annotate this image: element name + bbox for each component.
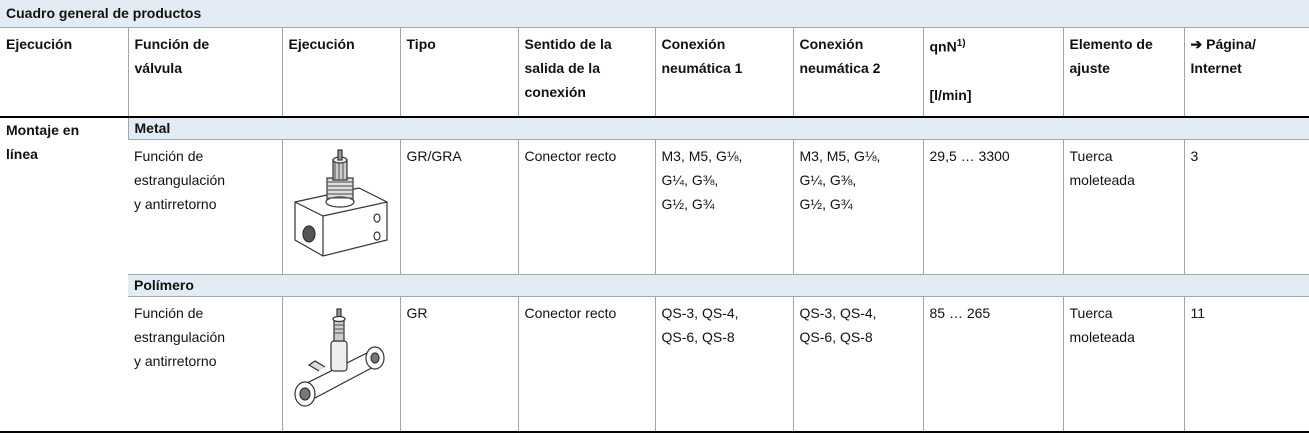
mounting-cell: Montaje en línea xyxy=(0,117,128,433)
text-line: estrangulación xyxy=(134,329,226,345)
header-cell: qnN1) [l/min] xyxy=(922,27,1063,118)
data-cell: 85 … 265 xyxy=(922,296,1063,433)
data-cell: Tuerca moleteada xyxy=(1062,139,1184,275)
header-cell: Conexión neumática 1 xyxy=(654,27,793,118)
header-cell: Ejecución xyxy=(281,27,400,118)
valve-image xyxy=(293,308,385,407)
text-line: línea xyxy=(6,146,38,162)
data-row: Función de estrangulación y antirretorno G… xyxy=(0,296,1309,433)
text-line: Montaje en xyxy=(6,122,80,138)
data-cell: GR xyxy=(399,296,518,433)
cell-text: GR xyxy=(406,305,428,321)
footnote-mark: 1) xyxy=(956,38,966,49)
text-line: QS-3, QS-4, xyxy=(661,305,739,321)
text-line: neumática 2 xyxy=(799,60,881,76)
product-overview-table: Cuadro general de productos Ejecución Fu… xyxy=(0,0,1309,433)
header-text: qnN xyxy=(929,38,957,55)
valve-image xyxy=(293,149,388,257)
data-cell: M3, M5, G⅛, G¼, G⅜, G½, G¾ xyxy=(792,139,923,275)
text-line: conexión xyxy=(524,84,586,100)
data-cell: Función de estrangulación y antirretorno xyxy=(128,296,282,433)
cell-text: Conector recto xyxy=(524,148,617,164)
text-line: ajuste xyxy=(1069,60,1110,76)
text-line: M3, M5, G⅛, xyxy=(799,148,881,164)
data-cell: Función de estrangulación y antirretorno xyxy=(128,139,282,275)
cell-text: 3 xyxy=(1190,148,1199,164)
data-cell: 29,5 … 3300 xyxy=(922,139,1063,275)
group-name: Polímero xyxy=(128,274,1309,297)
text-line: ➔ Página/ xyxy=(1190,36,1256,52)
text-line: Conexión xyxy=(661,36,726,52)
text-line: moleteada xyxy=(1069,329,1135,345)
data-cell: QS-3, QS-4, QS-6, QS-8 xyxy=(654,296,793,433)
text-line: neumática 1 xyxy=(661,60,743,76)
header-text: Ejecución xyxy=(6,36,73,52)
text-line: G¼, G⅜, xyxy=(799,172,857,188)
text-line: Conexión xyxy=(799,36,864,52)
text-line: Elemento de xyxy=(1069,36,1153,52)
text-line: y antirretorno xyxy=(134,196,217,212)
text-line: Tuerca xyxy=(1069,305,1113,321)
cell-text: Conector recto xyxy=(524,305,617,321)
text-line: Función de xyxy=(134,305,204,321)
header-text: Tipo xyxy=(406,36,436,52)
text-line: válvula xyxy=(134,60,182,76)
header-cell: Función de válvula xyxy=(127,27,282,118)
table-title: Cuadro general de productos xyxy=(0,0,1309,28)
group-name: Metal xyxy=(127,117,1309,140)
data-cell: M3, M5, G⅛, G¼, G⅜, G½, G¾ xyxy=(654,139,793,275)
header-cell: Sentido de la salida de la conexión xyxy=(517,27,655,118)
text-line: Sentido de la xyxy=(524,36,612,52)
data-cell: QS-3, QS-4, QS-6, QS-8 xyxy=(792,296,923,433)
text-line: QS-6, QS-8 xyxy=(799,329,873,345)
cell-text: GR/GRA xyxy=(406,148,462,164)
header-cell: ➔ Página/Internet xyxy=(1183,27,1309,118)
text-line: Internet xyxy=(1190,60,1242,76)
text-line: G¼, G⅜, xyxy=(661,172,719,188)
group-row: Polímero xyxy=(0,274,1309,297)
header-row: Ejecución Función de válvula Ejecución Ti… xyxy=(0,27,1309,118)
text-line: M3, M5, G⅛, xyxy=(661,148,743,164)
header-unit: [l/min] xyxy=(929,86,972,103)
text-line: QS-3, QS-4, xyxy=(799,305,877,321)
data-row: Función de estrangulación y antirretorno G… xyxy=(0,139,1309,275)
text-line: y antirretorno xyxy=(134,353,217,369)
text-line: QS-6, QS-8 xyxy=(661,329,735,345)
data-cell: Tuerca moleteada xyxy=(1062,296,1184,433)
data-cell: 3 xyxy=(1183,139,1309,275)
image-cell xyxy=(281,296,400,433)
image-cell xyxy=(281,139,400,275)
data-cell: Conector recto xyxy=(517,296,655,433)
text-line: estrangulación xyxy=(134,172,226,188)
header-text: qnN1) xyxy=(930,32,1057,59)
header-cell: Tipo xyxy=(399,27,518,118)
text-line: Función de xyxy=(134,148,204,164)
data-cell: Conector recto xyxy=(517,139,655,275)
cell-text: 11 xyxy=(1190,305,1206,321)
text-line: Tuerca xyxy=(1069,148,1113,164)
cell-text: 29,5 … 3300 xyxy=(929,148,1010,164)
header-cell: Ejecución xyxy=(0,27,128,118)
title-row: Cuadro general de productos xyxy=(0,0,1309,28)
data-cell: GR/GRA xyxy=(399,139,518,275)
text-line: G½, G¾ xyxy=(661,196,715,212)
group-row: Montaje en línea Metal xyxy=(0,117,1309,433)
text-line: moleteada xyxy=(1069,172,1135,188)
data-cell: 11 xyxy=(1183,296,1309,433)
header-cell: Elemento de ajuste xyxy=(1062,27,1184,118)
text-line: G½, G¾ xyxy=(799,196,853,212)
cell-text: 85 … 265 xyxy=(929,305,991,321)
text-line: salida de la xyxy=(524,60,600,76)
header-text: Ejecución xyxy=(288,36,355,52)
header-cell: Conexión neumática 2 xyxy=(792,27,923,118)
text-line: Función de xyxy=(134,36,210,52)
